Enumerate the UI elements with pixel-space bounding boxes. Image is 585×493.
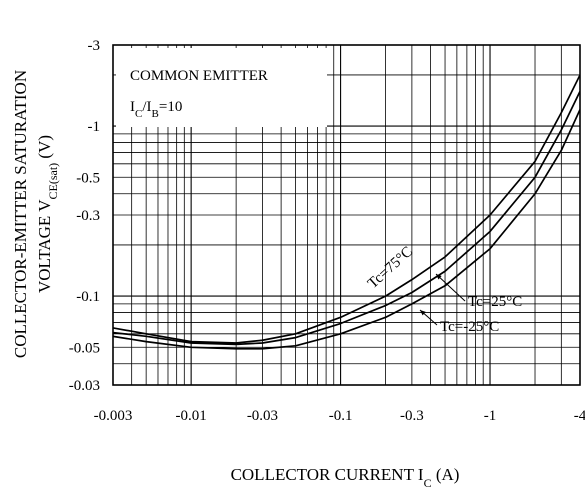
y-tick-labels: -3 -1 -0.5 -0.3 -0.1 -0.05 -0.03 — [69, 38, 100, 394]
conditions-annotation: COMMON EMITTER IC/IB=10 — [116, 48, 327, 127]
series-curves — [113, 74, 580, 350]
y-tick-label: -0.3 — [76, 208, 100, 224]
series-label-2: Tc=-25°C — [440, 319, 499, 335]
y-axis-title-line-1: COLLECTOR-EMITTER SATURATION — [11, 70, 30, 358]
conditions-box — [116, 48, 327, 127]
x-tick-label: -1 — [484, 408, 497, 424]
series-line-2 — [113, 109, 580, 350]
series-label-1: Tc=25°C — [468, 294, 522, 310]
series-line-1 — [113, 91, 580, 346]
x-tick-label: -0.01 — [176, 408, 207, 424]
y-axis-title: COLLECTOR-EMITTER SATURATION VOLTAGE VCE… — [11, 70, 60, 358]
y-tick-label: -0.1 — [76, 289, 100, 305]
series-label-leader — [435, 273, 466, 302]
x-axis-title: COLLECTOR CURRENT IC (A) — [231, 465, 460, 490]
x-tick-labels: -0.003 -0.01 -0.03 -0.1 -0.3 -1 -4 — [94, 408, 585, 424]
y-tick-label: -0.03 — [69, 378, 100, 394]
y-axis-title-line-2: VOLTAGE VCE(sat) (V) — [35, 135, 60, 293]
x-tick-label: -0.003 — [94, 408, 133, 424]
series-label-arrowhead — [420, 310, 426, 316]
series-line-0 — [113, 74, 580, 344]
x-tick-label: -0.03 — [247, 408, 278, 424]
series-label-arrowhead — [436, 274, 442, 280]
x-tick-label: -0.3 — [400, 408, 424, 424]
y-tick-label: -0.5 — [76, 170, 100, 186]
series-label-0: Tc=75°C — [365, 244, 416, 292]
conditions-line-2: IC/IB=10 — [130, 99, 182, 120]
y-tick-label: -3 — [88, 38, 101, 54]
x-tick-label: -4 — [574, 408, 585, 424]
plot-frame — [112, 44, 581, 386]
conditions-line-1: COMMON EMITTER — [130, 68, 268, 84]
y-tick-label: -1 — [88, 119, 101, 135]
y-tick-label: -0.05 — [69, 340, 100, 356]
x-tick-label: -0.1 — [329, 408, 353, 424]
